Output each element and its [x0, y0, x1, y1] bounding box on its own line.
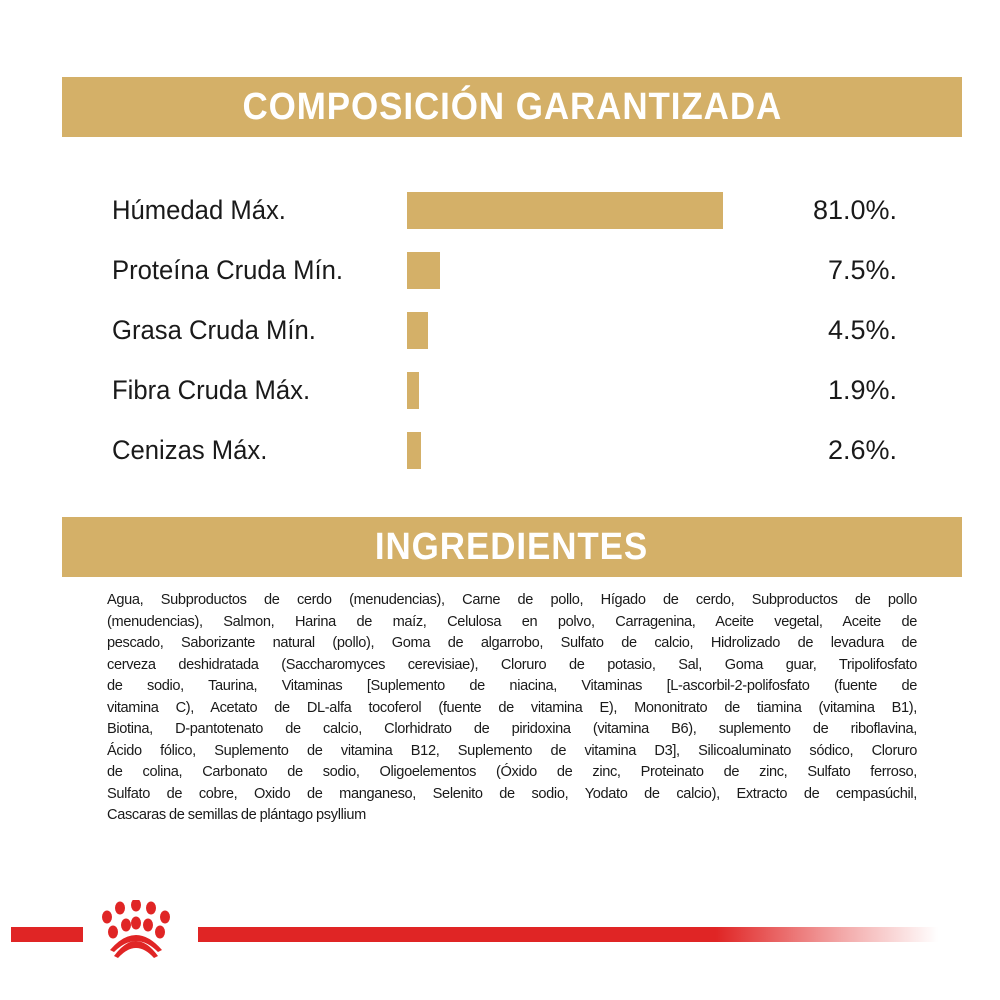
ingredients-text: Agua, Subproductos de cerdo (menudencias…: [107, 590, 917, 827]
nutrient-value: 7.5%.: [827, 255, 897, 285]
ingredients-header: INGREDIENTES: [62, 517, 962, 577]
ingredients-title: INGREDIENTES: [375, 525, 649, 568]
nutrient-value: 4.5%.: [827, 315, 897, 345]
composition-header: COMPOSICIÓN GARANTIZADA: [62, 77, 962, 137]
ingredients-line: de sodio, Taurina, Vitaminas [Suplemento…: [107, 678, 917, 694]
nutrient-value: 1.9%.: [827, 375, 897, 405]
brand-stripe-left: [11, 927, 83, 942]
royal-crown-logo-icon: [102, 900, 170, 958]
nutrient-bar: [407, 372, 419, 409]
nutrient-bar: [407, 252, 440, 289]
ingredients-line: cerveza deshidratada (Saccharomyces cere…: [107, 656, 917, 673]
brand-stripe-right: [198, 927, 938, 942]
ingredients-line: Ácido fólico, Suplemento de vitamina B12…: [107, 742, 917, 759]
nutrient-label: Fibra Cruda Máx.: [112, 375, 311, 405]
ingredients-line: Biotina, D-pantotenato de calcio, Clorhi…: [107, 721, 917, 737]
nutrient-label: Húmedad Máx.: [112, 195, 286, 225]
composition-row: Proteína Cruda Mín. 7.5%.: [0, 251, 1000, 291]
ingredients-line: vitamina C), Acetato de DL-alfa tocofero…: [107, 699, 917, 716]
nutrient-value: 2.6%.: [827, 435, 897, 465]
ingredients-line: Agua, Subproductos de cerdo (menudencias…: [107, 592, 917, 608]
ingredients-line: Sulfato de cobre, Oxido de manganeso, Se…: [107, 785, 917, 802]
composition-row: Grasa Cruda Mín. 4.5%.: [0, 311, 1000, 351]
ingredients-line: (menudencias), Salmon, Harina de maíz, C…: [107, 613, 917, 630]
nutrient-label: Cenizas Máx.: [112, 435, 268, 465]
nutrient-value: 81.0%.: [812, 195, 897, 225]
nutrient-label: Grasa Cruda Mín.: [112, 315, 316, 345]
ingredients-line: pescado, Saborizante natural (pollo), Go…: [107, 635, 917, 651]
composition-row: Cenizas Máx. 2.6%.: [0, 431, 1000, 471]
composition-row: Húmedad Máx. 81.0%.: [0, 191, 1000, 231]
nutrient-bar: [407, 192, 723, 229]
composition-title: COMPOSICIÓN GARANTIZADA: [242, 85, 782, 128]
ingredients-line: de colina, Carbonato de sodio, Oligoelem…: [107, 764, 917, 780]
ingredients-line: Cascaras de semillas de plántago psylliu…: [107, 807, 366, 823]
nutrient-label: Proteína Cruda Mín.: [112, 255, 343, 285]
composition-row: Fibra Cruda Máx. 1.9%.: [0, 371, 1000, 411]
nutrient-bar: [407, 312, 429, 349]
nutrient-bar: [407, 432, 421, 469]
